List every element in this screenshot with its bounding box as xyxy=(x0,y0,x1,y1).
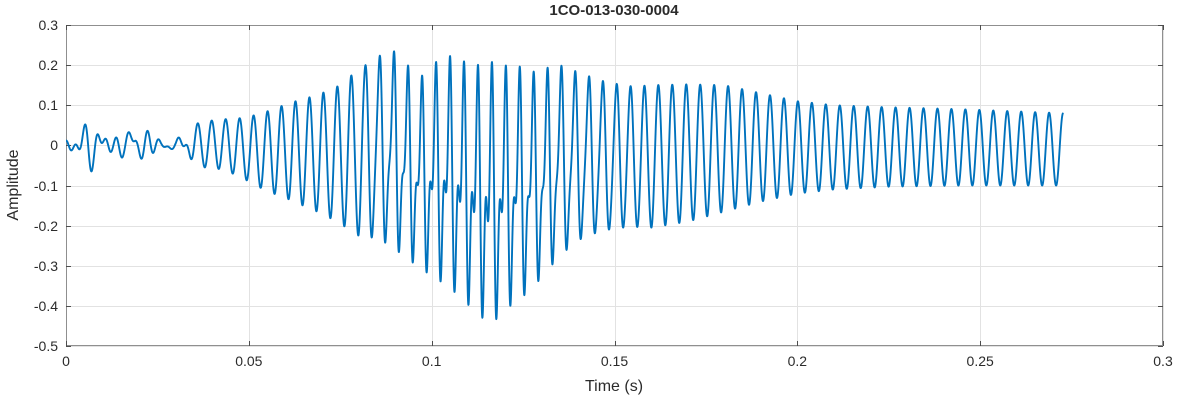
y-tick-label: 0.2 xyxy=(38,57,58,74)
x-tick-label: 0.3 xyxy=(1153,353,1173,369)
x-tick-label: 0.2 xyxy=(787,353,808,369)
x-tick-label: 0.1 xyxy=(421,353,442,369)
y-tick-label: -0.3 xyxy=(33,257,58,274)
y-tick-label: -0.5 xyxy=(33,338,58,354)
y-tick-label: -0.2 xyxy=(33,217,58,234)
x-tick-label: 0 xyxy=(62,353,70,369)
y-tick-label: 0.3 xyxy=(38,17,58,33)
x-tick-label: 0.25 xyxy=(966,353,994,369)
y-tick-label: -0.4 xyxy=(33,297,58,314)
y-tick-label: 0 xyxy=(50,137,58,154)
x-axis-label: Time (s) xyxy=(584,378,644,395)
x-tick-label: 0.15 xyxy=(600,353,629,369)
x-tick-label: 0.05 xyxy=(235,353,263,369)
y-tick-label: -0.1 xyxy=(33,177,58,194)
y-tick-label: 0.1 xyxy=(38,97,58,114)
chart-title: 1CO-013-030-0004 xyxy=(549,2,679,19)
